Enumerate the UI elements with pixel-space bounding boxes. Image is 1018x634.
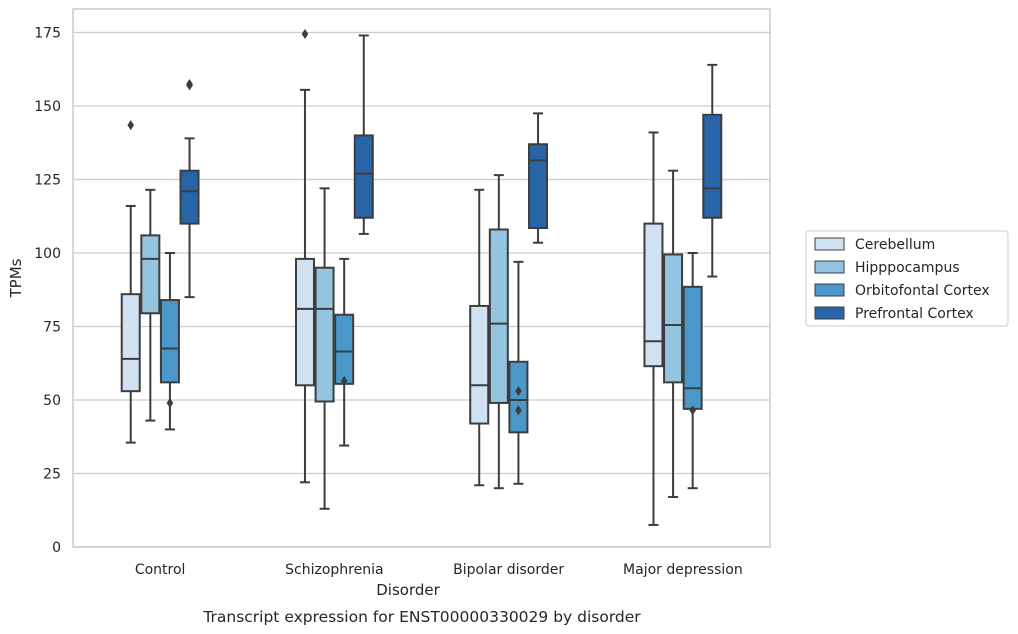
legend-label: Cerebellum bbox=[855, 237, 935, 253]
box bbox=[702, 113, 723, 219]
box-group bbox=[508, 260, 529, 485]
legend-label: Prefrontal Cortex bbox=[855, 306, 974, 322]
legend-label: Orbitofontal Cortex bbox=[855, 283, 990, 299]
box-group bbox=[334, 257, 355, 447]
x-axis-label: Disorder bbox=[376, 581, 440, 599]
y-tick-label: 125 bbox=[34, 173, 61, 189]
plot-frame bbox=[72, 8, 771, 548]
y-tick-label: 75 bbox=[43, 320, 61, 336]
box bbox=[528, 143, 549, 230]
box-group bbox=[314, 187, 335, 510]
box bbox=[469, 304, 490, 425]
box-group bbox=[179, 78, 200, 299]
legend-swatch bbox=[814, 306, 845, 320]
outlier-point bbox=[515, 405, 522, 416]
box bbox=[682, 285, 703, 410]
box bbox=[140, 234, 161, 315]
boxes bbox=[120, 28, 723, 526]
box-group bbox=[528, 112, 549, 244]
box bbox=[294, 257, 315, 387]
box bbox=[643, 222, 664, 368]
y-tick-label: 0 bbox=[52, 540, 61, 556]
outlier-point bbox=[515, 386, 522, 397]
box-group bbox=[159, 252, 180, 431]
box-group bbox=[120, 120, 141, 444]
box bbox=[508, 360, 529, 434]
outlier-point bbox=[689, 405, 696, 416]
y-axis-label: TPMs bbox=[7, 258, 25, 298]
x-tick-label: Major depression bbox=[623, 562, 743, 578]
x-axis-ticks: Control Schizophrenia Bipolar disorder Majo… bbox=[135, 562, 743, 578]
y-tick-label: 150 bbox=[34, 99, 61, 115]
y-tick-label: 100 bbox=[34, 246, 61, 262]
box bbox=[334, 313, 355, 385]
legend-swatch bbox=[814, 237, 845, 251]
box-group bbox=[294, 28, 315, 484]
box-group bbox=[663, 169, 684, 499]
box-group bbox=[682, 252, 703, 490]
x-tick-label: Schizophrenia bbox=[285, 562, 383, 578]
box bbox=[120, 293, 141, 393]
legend: Cerebellum Hipppocampus Orbitofontal Corte… bbox=[805, 230, 1009, 327]
y-tick-label: 175 bbox=[34, 26, 61, 42]
y-axis-ticks: 0 25 50 75 100 125 150 175 bbox=[34, 26, 61, 556]
legend-swatch bbox=[814, 260, 845, 274]
legend-frame bbox=[805, 230, 1009, 327]
legend-swatch bbox=[814, 283, 845, 297]
outlier-point bbox=[340, 375, 348, 386]
box bbox=[663, 253, 684, 384]
box bbox=[159, 299, 180, 384]
outlier-point bbox=[301, 28, 309, 39]
y-tick-label: 50 bbox=[43, 393, 61, 409]
box bbox=[488, 228, 509, 404]
box-group bbox=[140, 188, 161, 422]
box bbox=[179, 169, 200, 225]
box-group bbox=[643, 131, 664, 526]
legend-label: Hipppocampus bbox=[855, 260, 960, 276]
x-tick-label: Control bbox=[135, 562, 186, 578]
box-group bbox=[353, 34, 374, 235]
x-tick-label: Bipolar disorder bbox=[453, 562, 564, 578]
outlier-point bbox=[127, 120, 135, 131]
box-group bbox=[469, 188, 490, 487]
y-tick-label: 25 bbox=[43, 467, 61, 483]
outlier-point bbox=[166, 397, 174, 408]
box-group bbox=[702, 63, 723, 278]
outlier-point bbox=[186, 78, 193, 89]
box-group bbox=[488, 174, 509, 490]
chart-caption: Transcript expression for ENST0000033002… bbox=[202, 608, 641, 626]
box bbox=[353, 134, 374, 219]
box bbox=[314, 266, 335, 403]
